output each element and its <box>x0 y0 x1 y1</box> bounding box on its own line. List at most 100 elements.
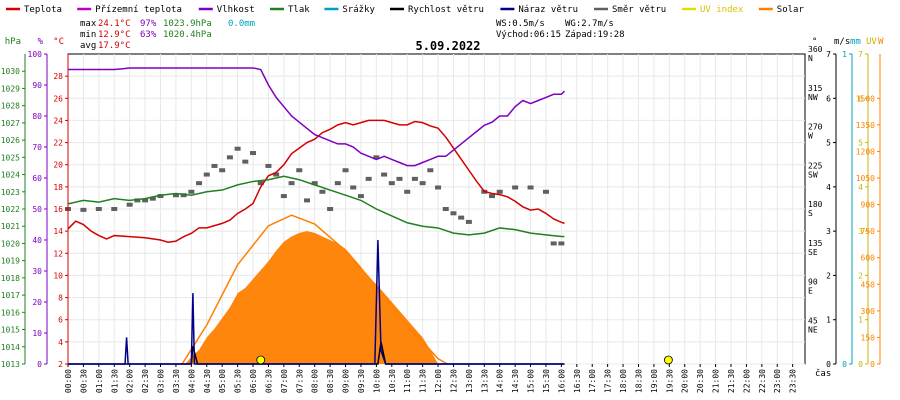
wind-direction-point <box>442 207 449 211</box>
solar-tick-label: 900 <box>861 201 876 210</box>
temperature-tick-label: 26 <box>53 94 63 103</box>
min-temp: 12.9°C <box>98 30 131 40</box>
direction-tick-label: 225 <box>808 161 823 170</box>
wind-direction-point <box>450 211 457 216</box>
temperature-tick-label: 22 <box>53 139 63 148</box>
x-tick-label: 05:00 <box>218 369 227 393</box>
x-tick-label: 20:00 <box>681 369 690 393</box>
legend-label-1: Přízemní teplota <box>95 5 182 15</box>
pressure-tick-label: 1021 <box>1 222 20 231</box>
wind-direction-point <box>435 185 442 190</box>
wind-direction-point <box>196 181 203 186</box>
legend-label-0: Teplota <box>24 5 62 15</box>
humidity-tick-label: 10 <box>32 329 42 338</box>
x-tick-label: 12:30 <box>449 369 458 393</box>
wind-direction-point <box>489 194 496 199</box>
avg-temp: 17.9°C <box>98 41 131 51</box>
x-tick-label: 21:30 <box>727 369 736 393</box>
legend-label-4: Srážky <box>342 5 375 15</box>
wind-direction-point <box>327 207 334 211</box>
humidity-tick-label: 100 <box>28 50 43 59</box>
uv-tick-label: 4 <box>858 183 863 192</box>
wind-direction-point <box>296 168 303 173</box>
wind-speed-tick-label: 2 <box>826 271 831 280</box>
direction-tick-compass: S <box>808 209 813 218</box>
wind-direction-point <box>211 163 218 168</box>
x-tick-label: 17:30 <box>604 369 613 393</box>
stats-panel: max 24.1°C 97% 1023.9hPa 0.0mm min 12.9°… <box>80 19 625 51</box>
humidity-tick-label: 50 <box>32 205 42 214</box>
wind-direction-point <box>365 176 372 181</box>
humidity-tick-label: 70 <box>32 143 42 152</box>
uv-tick-label: 3 <box>858 227 863 236</box>
wind-direction-point <box>219 168 226 173</box>
avg-label: avg <box>80 41 96 51</box>
wind-direction-point <box>142 198 149 203</box>
x-tick-label: 04:30 <box>203 369 212 393</box>
pressure-tick-label: 1025 <box>1 153 20 162</box>
x-tick-label: 22:30 <box>758 369 767 393</box>
direction-tick-compass: N <box>808 54 813 63</box>
x-tick-label: 08:00 <box>311 369 320 393</box>
max-pressure: 1023.9hPa <box>163 19 212 29</box>
wind-direction-point <box>512 185 519 190</box>
x-tick-label: 15:30 <box>542 369 551 393</box>
wind-speed-tick-label: 1 <box>826 316 831 325</box>
direction-tick-label: 270 <box>808 123 823 132</box>
wind-direction-point <box>350 185 357 190</box>
pressure-tick-label: 1014 <box>1 343 20 352</box>
wind-gust-line <box>68 239 565 365</box>
x-tick-label: 09:00 <box>342 369 351 393</box>
x-tick-label: 05:30 <box>234 369 243 393</box>
wind-direction-point <box>203 172 210 177</box>
pressure-tick-label: 1030 <box>1 67 20 76</box>
direction-tick-compass: E <box>808 287 813 296</box>
wind-direction-point <box>273 172 280 177</box>
wind-speed-tick-label: 6 <box>826 94 831 103</box>
pressure-tick-label: 1020 <box>1 239 20 248</box>
wind-direction-point <box>427 168 434 173</box>
solar-theoretical-curve <box>181 214 448 365</box>
x-tick-label: 19:30 <box>665 369 674 393</box>
wind-direction-point <box>419 181 426 186</box>
sunrise-info: Východ:06:15 <box>496 30 561 40</box>
x-tick-label: 07:00 <box>280 369 289 393</box>
wind-direction-point <box>550 241 557 246</box>
x-tick-label: 10:30 <box>388 369 397 393</box>
x-tick-label: 01:00 <box>95 369 104 393</box>
wind-direction-point <box>527 185 534 190</box>
wind-gust-info: WG:2.7m/s <box>565 19 614 29</box>
max-temp: 24.1°C <box>98 19 131 29</box>
x-tick-label: 00:00 <box>64 369 73 393</box>
direction-tick-compass: SE <box>808 248 818 257</box>
wind-speed-info: WS:0.5m/s <box>496 19 545 29</box>
humidity-tick-label: 0 <box>37 360 42 369</box>
x-tick-label: 14:30 <box>511 369 520 393</box>
x-tick-label: 15:00 <box>527 369 536 393</box>
wind-direction-point <box>373 155 380 160</box>
x-tick-label: 07:30 <box>295 369 304 393</box>
plot-area <box>65 53 806 365</box>
x-tick-label: 13:30 <box>480 369 489 393</box>
sunset-info: Západ:19:28 <box>565 30 625 40</box>
solar-tick-label: 750 <box>861 227 876 236</box>
max-label: max <box>80 19 97 29</box>
wind-direction-point <box>95 207 102 211</box>
rain-tick-label: 0 <box>842 360 847 369</box>
wind-direction-point <box>149 196 156 201</box>
pressure-tick-label: 1013 <box>1 360 20 369</box>
max-rain: 0.0mm <box>228 19 255 29</box>
wind-direction-point <box>80 207 87 212</box>
max-humidity: 97% <box>140 19 157 29</box>
humidity-tick-label: 20 <box>32 298 42 307</box>
rain-tick-label: 1 <box>842 50 847 59</box>
direction-tick-compass: NE <box>808 325 818 334</box>
x-tick-label: 14:00 <box>496 369 505 393</box>
pressure-axis-label: hPa <box>5 37 21 47</box>
direction-tick-label: 45 <box>808 316 818 325</box>
humidity-axis-label: % <box>38 37 44 47</box>
min-humidity: 63% <box>140 30 157 40</box>
pressure-tick-label: 1026 <box>1 136 20 145</box>
solar-tick-label: 1200 <box>856 147 875 156</box>
